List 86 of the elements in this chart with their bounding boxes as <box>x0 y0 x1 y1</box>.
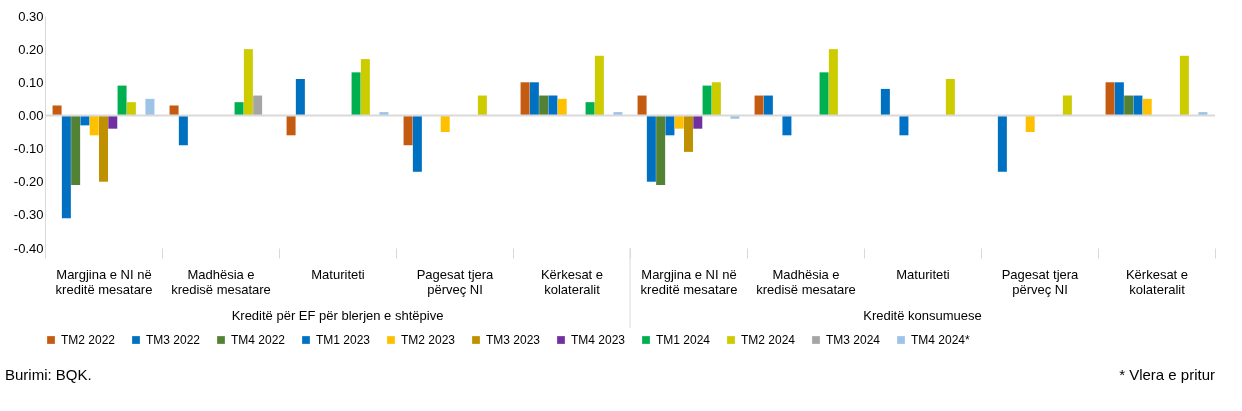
bar <box>178 115 188 146</box>
bar <box>529 82 539 116</box>
legend-label: TM2 2023 <box>401 333 456 347</box>
bar <box>1179 55 1189 116</box>
bar <box>539 95 549 116</box>
bar <box>52 105 62 116</box>
bar <box>99 115 108 182</box>
legend-label: TM3 2024 <box>826 333 881 347</box>
x-tick-label: Kërkesat e kolateralit <box>1125 266 1189 297</box>
bar <box>665 115 675 136</box>
bar <box>880 88 890 116</box>
bar <box>169 105 179 116</box>
text: Burimi: BQK. <box>5 366 92 383</box>
text: Kreditë konsumuese <box>863 308 982 323</box>
bar <box>61 115 71 219</box>
x-tick-label: Maturiteti <box>896 266 950 282</box>
bar <box>1062 95 1072 116</box>
bar <box>819 72 829 116</box>
bar <box>1025 115 1035 132</box>
bar <box>412 115 422 172</box>
y-tick-label: 0.10 <box>18 74 44 90</box>
bar <box>754 95 764 116</box>
legend-label: TM2 2024 <box>741 333 796 347</box>
bar <box>1142 98 1152 116</box>
bar <box>702 85 712 116</box>
legend-label: TM4 2022 <box>231 333 286 347</box>
bar <box>1114 82 1124 116</box>
legend-label: TM3 2023 <box>486 333 541 347</box>
bar <box>145 98 155 116</box>
bar <box>828 49 838 116</box>
legend-label: TM1 2024 <box>656 333 711 347</box>
bar <box>89 115 99 136</box>
bar <box>548 95 558 116</box>
bar <box>520 82 530 116</box>
bar <box>763 95 773 116</box>
x-tick-label: Kërkesat e kolateralit <box>540 266 604 297</box>
bar <box>594 55 604 116</box>
bar <box>945 78 955 116</box>
y-tick-label: -0.20 <box>13 174 44 190</box>
bar <box>71 115 81 186</box>
legend-label: TM4 2024* <box>911 333 971 347</box>
y-tick-label: -0.40 <box>13 240 44 256</box>
y-tick-label: -0.30 <box>13 207 44 223</box>
bar <box>646 115 656 182</box>
y-tick-label: 0.30 <box>18 8 44 24</box>
bar <box>80 115 90 126</box>
y-tick-label: 0.00 <box>18 107 44 123</box>
x-tick-label: Madhësia e kredisë mesatare <box>756 266 856 297</box>
legend-label: TM1 2023 <box>316 333 371 347</box>
x-tick-label: Madhësia e kredisë mesatare <box>171 266 271 297</box>
bar <box>243 49 253 116</box>
bar <box>711 82 721 116</box>
bar <box>360 59 370 116</box>
y-tick-label: 0.20 <box>18 41 44 57</box>
legend-label: TM2 2022 <box>61 333 116 347</box>
text: * Vlera e pritur <box>1119 366 1215 383</box>
x-tick-label: Pagesat tjera përveç NI <box>416 266 495 297</box>
x-tick-label: Pagesat tjera përveç NI <box>1001 266 1080 297</box>
bar <box>108 115 118 129</box>
bar <box>286 115 296 136</box>
bar <box>637 95 647 116</box>
bar <box>997 115 1007 172</box>
bar <box>1105 82 1115 116</box>
bar <box>477 95 487 116</box>
x-tick-label: Margjina e NI në kreditë mesatare <box>640 266 738 297</box>
bar <box>782 115 792 136</box>
x-tick-label: Maturiteti <box>311 266 365 282</box>
bar <box>1124 95 1134 116</box>
y-tick-label: -0.10 <box>13 141 44 157</box>
bar <box>403 115 413 146</box>
legend-label: TM3 2022 <box>146 333 201 347</box>
bar <box>693 115 703 129</box>
bar <box>674 115 684 129</box>
bar <box>656 115 666 186</box>
bar <box>440 115 450 132</box>
x-tick-label: Margjina e NI në kreditë mesatare <box>55 266 153 297</box>
bar <box>295 78 305 116</box>
bar <box>351 72 361 116</box>
legend-label: TM4 2023 <box>571 333 626 347</box>
bar <box>117 85 127 116</box>
bar <box>1133 95 1143 116</box>
text: Kreditë për EF për blerjen e shtëpive <box>231 308 444 323</box>
bar <box>557 98 567 116</box>
bar <box>253 95 263 116</box>
bar <box>899 115 909 136</box>
bar <box>684 115 693 152</box>
